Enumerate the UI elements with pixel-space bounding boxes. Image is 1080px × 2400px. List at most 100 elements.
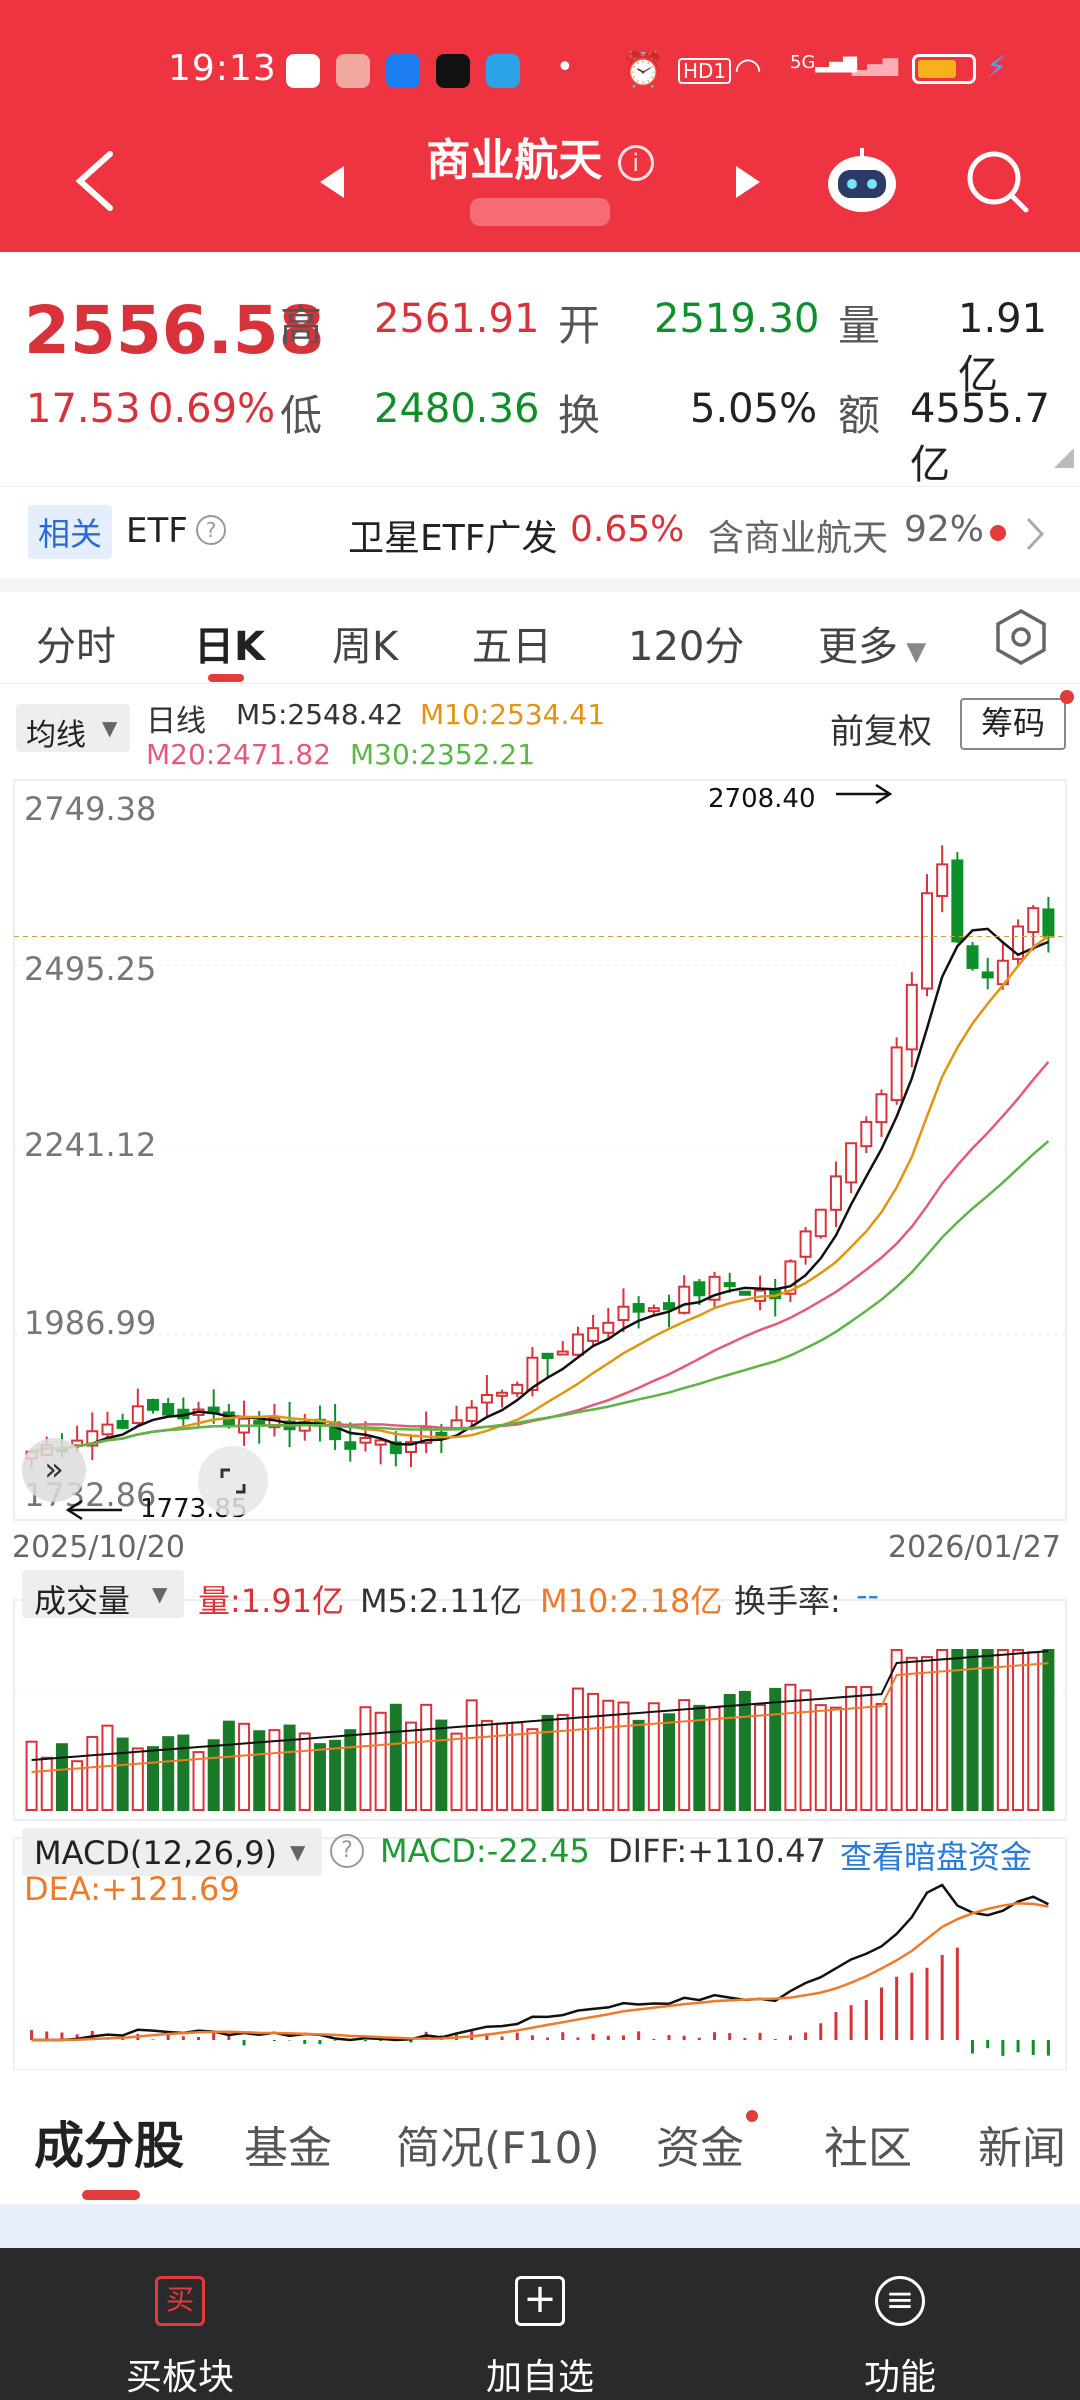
subtitle-blur bbox=[470, 198, 610, 226]
help-icon[interactable]: ? bbox=[330, 1834, 364, 1868]
volume-bar-8 bbox=[147, 1746, 159, 1812]
alarm-icon: ⏰ bbox=[622, 50, 665, 90]
date-end: 2026/01/27 bbox=[888, 1530, 1061, 1565]
macd-diff: DIFF:+110.47 bbox=[608, 1832, 826, 1870]
min-arrow-icon bbox=[65, 1499, 122, 1521]
volume-bar-5 bbox=[101, 1724, 114, 1811]
candle-body-29 bbox=[465, 1406, 478, 1422]
banner-strip[interactable] bbox=[0, 2204, 1080, 2248]
tab-constituents[interactable]: 成分股 bbox=[34, 2117, 184, 2175]
quote-panel: 2556.58 17.53 0.69% 高 2561.91 开 2519.30 … bbox=[0, 252, 1080, 488]
candle-body-38 bbox=[602, 1321, 615, 1334]
volume-bar-39 bbox=[617, 1701, 630, 1812]
volume-bar-24 bbox=[389, 1703, 402, 1812]
period-tabs: 分时 日K 周K 五日 120分 更多 ▼ bbox=[0, 592, 1080, 684]
chips-button[interactable]: 筹码 bbox=[960, 698, 1066, 750]
settings-hex-icon[interactable] bbox=[994, 608, 1048, 666]
caret-down-icon: ▼ bbox=[102, 716, 118, 740]
etf-name: 卫星ETF广发 bbox=[348, 518, 558, 559]
prev-sector-icon[interactable] bbox=[318, 164, 348, 200]
telegram-icon bbox=[486, 54, 520, 88]
volume-bar-4 bbox=[86, 1735, 99, 1811]
info-icon[interactable]: i bbox=[617, 145, 654, 181]
add-watchlist-label: 加自选 bbox=[485, 2357, 594, 2398]
volume-bar-67 bbox=[1042, 1649, 1055, 1811]
candle-body-44 bbox=[693, 1281, 706, 1297]
candle-body-22 bbox=[359, 1436, 372, 1444]
legend-m10: M10:2534.41 bbox=[420, 698, 606, 731]
volume-bar-7 bbox=[131, 1747, 144, 1812]
macd-dea-line bbox=[31, 1902, 1049, 2042]
candle-body-41 bbox=[647, 1307, 660, 1313]
fullscreen-icon[interactable] bbox=[198, 1446, 268, 1516]
help-icon[interactable]: ? bbox=[196, 515, 226, 545]
candle-body-40 bbox=[632, 1303, 645, 1313]
dark-pool-link[interactable]: 查看暗盘资金 bbox=[840, 1838, 1033, 1876]
volume-bar-26 bbox=[420, 1703, 433, 1811]
volume-bar-23 bbox=[374, 1711, 387, 1811]
tab-news[interactable]: 新闻 bbox=[978, 2123, 1066, 2174]
tab-120min[interactable]: 120分 bbox=[628, 624, 745, 670]
collapse-arrows-icon[interactable]: » bbox=[22, 1438, 86, 1502]
search-icon[interactable] bbox=[964, 148, 1030, 214]
app-header: 19:13 • ⏰ HD1 ◠ 5G▂▄▆ ▂▄▆ ⚡ 商业航天 i bbox=[0, 0, 1080, 252]
volume-bar-9 bbox=[162, 1736, 175, 1811]
section-divider bbox=[0, 578, 1080, 592]
volume-bar-6 bbox=[116, 1737, 129, 1811]
volume-bar-63 bbox=[981, 1649, 994, 1811]
ma10-line bbox=[31, 935, 1050, 1453]
volume-bar-0 bbox=[25, 1740, 38, 1811]
add-watchlist-button[interactable]: + 加自选 bbox=[440, 2248, 640, 2400]
tab-intraday[interactable]: 分时 bbox=[36, 624, 116, 670]
function-button[interactable]: ≡ 功能 bbox=[800, 2248, 1000, 2400]
volume-bar-17 bbox=[283, 1724, 296, 1811]
tab-f10[interactable]: 简况(F10) bbox=[396, 2123, 600, 2174]
volume-bar-46 bbox=[723, 1694, 736, 1811]
next-sector-icon[interactable] bbox=[732, 164, 762, 200]
max-arrow-icon bbox=[836, 783, 893, 805]
volume-bar-45 bbox=[708, 1706, 721, 1812]
tab-community[interactable]: 社区 bbox=[824, 2123, 912, 2174]
tab-funds[interactable]: 基金 bbox=[244, 2123, 332, 2174]
volume-select[interactable]: 成交量 ▼ bbox=[22, 1570, 184, 1620]
badge-dot-icon bbox=[746, 2110, 758, 2122]
date-start: 2025/10/20 bbox=[12, 1530, 185, 1565]
robot-assistant-icon[interactable] bbox=[822, 144, 902, 216]
tab-capital[interactable]: 资金 bbox=[656, 2123, 744, 2174]
candle-body-46 bbox=[723, 1282, 736, 1288]
status-time: 19:13 bbox=[168, 48, 277, 89]
volume-bar-2 bbox=[55, 1743, 68, 1812]
battery-icon bbox=[912, 54, 976, 84]
tab-daily-k[interactable]: 日K bbox=[194, 624, 265, 670]
back-icon[interactable] bbox=[70, 150, 120, 212]
macd-select[interactable]: MACD(12,26,9) ▼ bbox=[22, 1828, 322, 1876]
macd-area bbox=[13, 1837, 1067, 2070]
tab-more[interactable]: 更多 ▼ bbox=[818, 614, 926, 672]
kline-chart[interactable] bbox=[0, 770, 1080, 2070]
volume-bar-60 bbox=[936, 1649, 949, 1811]
candle-body-50 bbox=[784, 1260, 797, 1295]
indicator-select[interactable]: 均线 ▼ bbox=[16, 704, 130, 753]
macd-value: MACD:-22.45 bbox=[380, 1832, 590, 1870]
turnover-rate-value: -- bbox=[856, 1576, 880, 1614]
candle-body-62 bbox=[966, 945, 979, 969]
volume-bar-15 bbox=[253, 1730, 266, 1811]
tab-five-day[interactable]: 五日 bbox=[472, 624, 552, 670]
volume-bar-64 bbox=[996, 1649, 1009, 1811]
volume-bar-3 bbox=[71, 1760, 84, 1812]
candle-body-67 bbox=[1042, 908, 1055, 938]
related-etf-bar[interactable]: 相关 ETF ? 卫星ETF广发 0.65% 含商业航天 92% bbox=[0, 486, 1080, 578]
expand-corner-icon[interactable] bbox=[1054, 448, 1074, 468]
candle-body-47 bbox=[738, 1290, 751, 1296]
tab-weekly-k[interactable]: 周K bbox=[332, 624, 399, 670]
volume-bar-48 bbox=[754, 1703, 767, 1812]
volume-ma5-line bbox=[31, 1650, 1049, 1761]
volume-bar-30 bbox=[480, 1719, 493, 1812]
candle-body-66 bbox=[1027, 907, 1040, 934]
volume-bar-56 bbox=[875, 1702, 888, 1811]
buy-sector-button[interactable]: 买 买板块 bbox=[80, 2248, 280, 2400]
chevron-right-icon[interactable] bbox=[1024, 517, 1044, 551]
candle-body-56 bbox=[875, 1093, 888, 1124]
related-tag: 相关 bbox=[28, 505, 113, 559]
adjust-mode[interactable]: 前复权 bbox=[830, 712, 932, 752]
